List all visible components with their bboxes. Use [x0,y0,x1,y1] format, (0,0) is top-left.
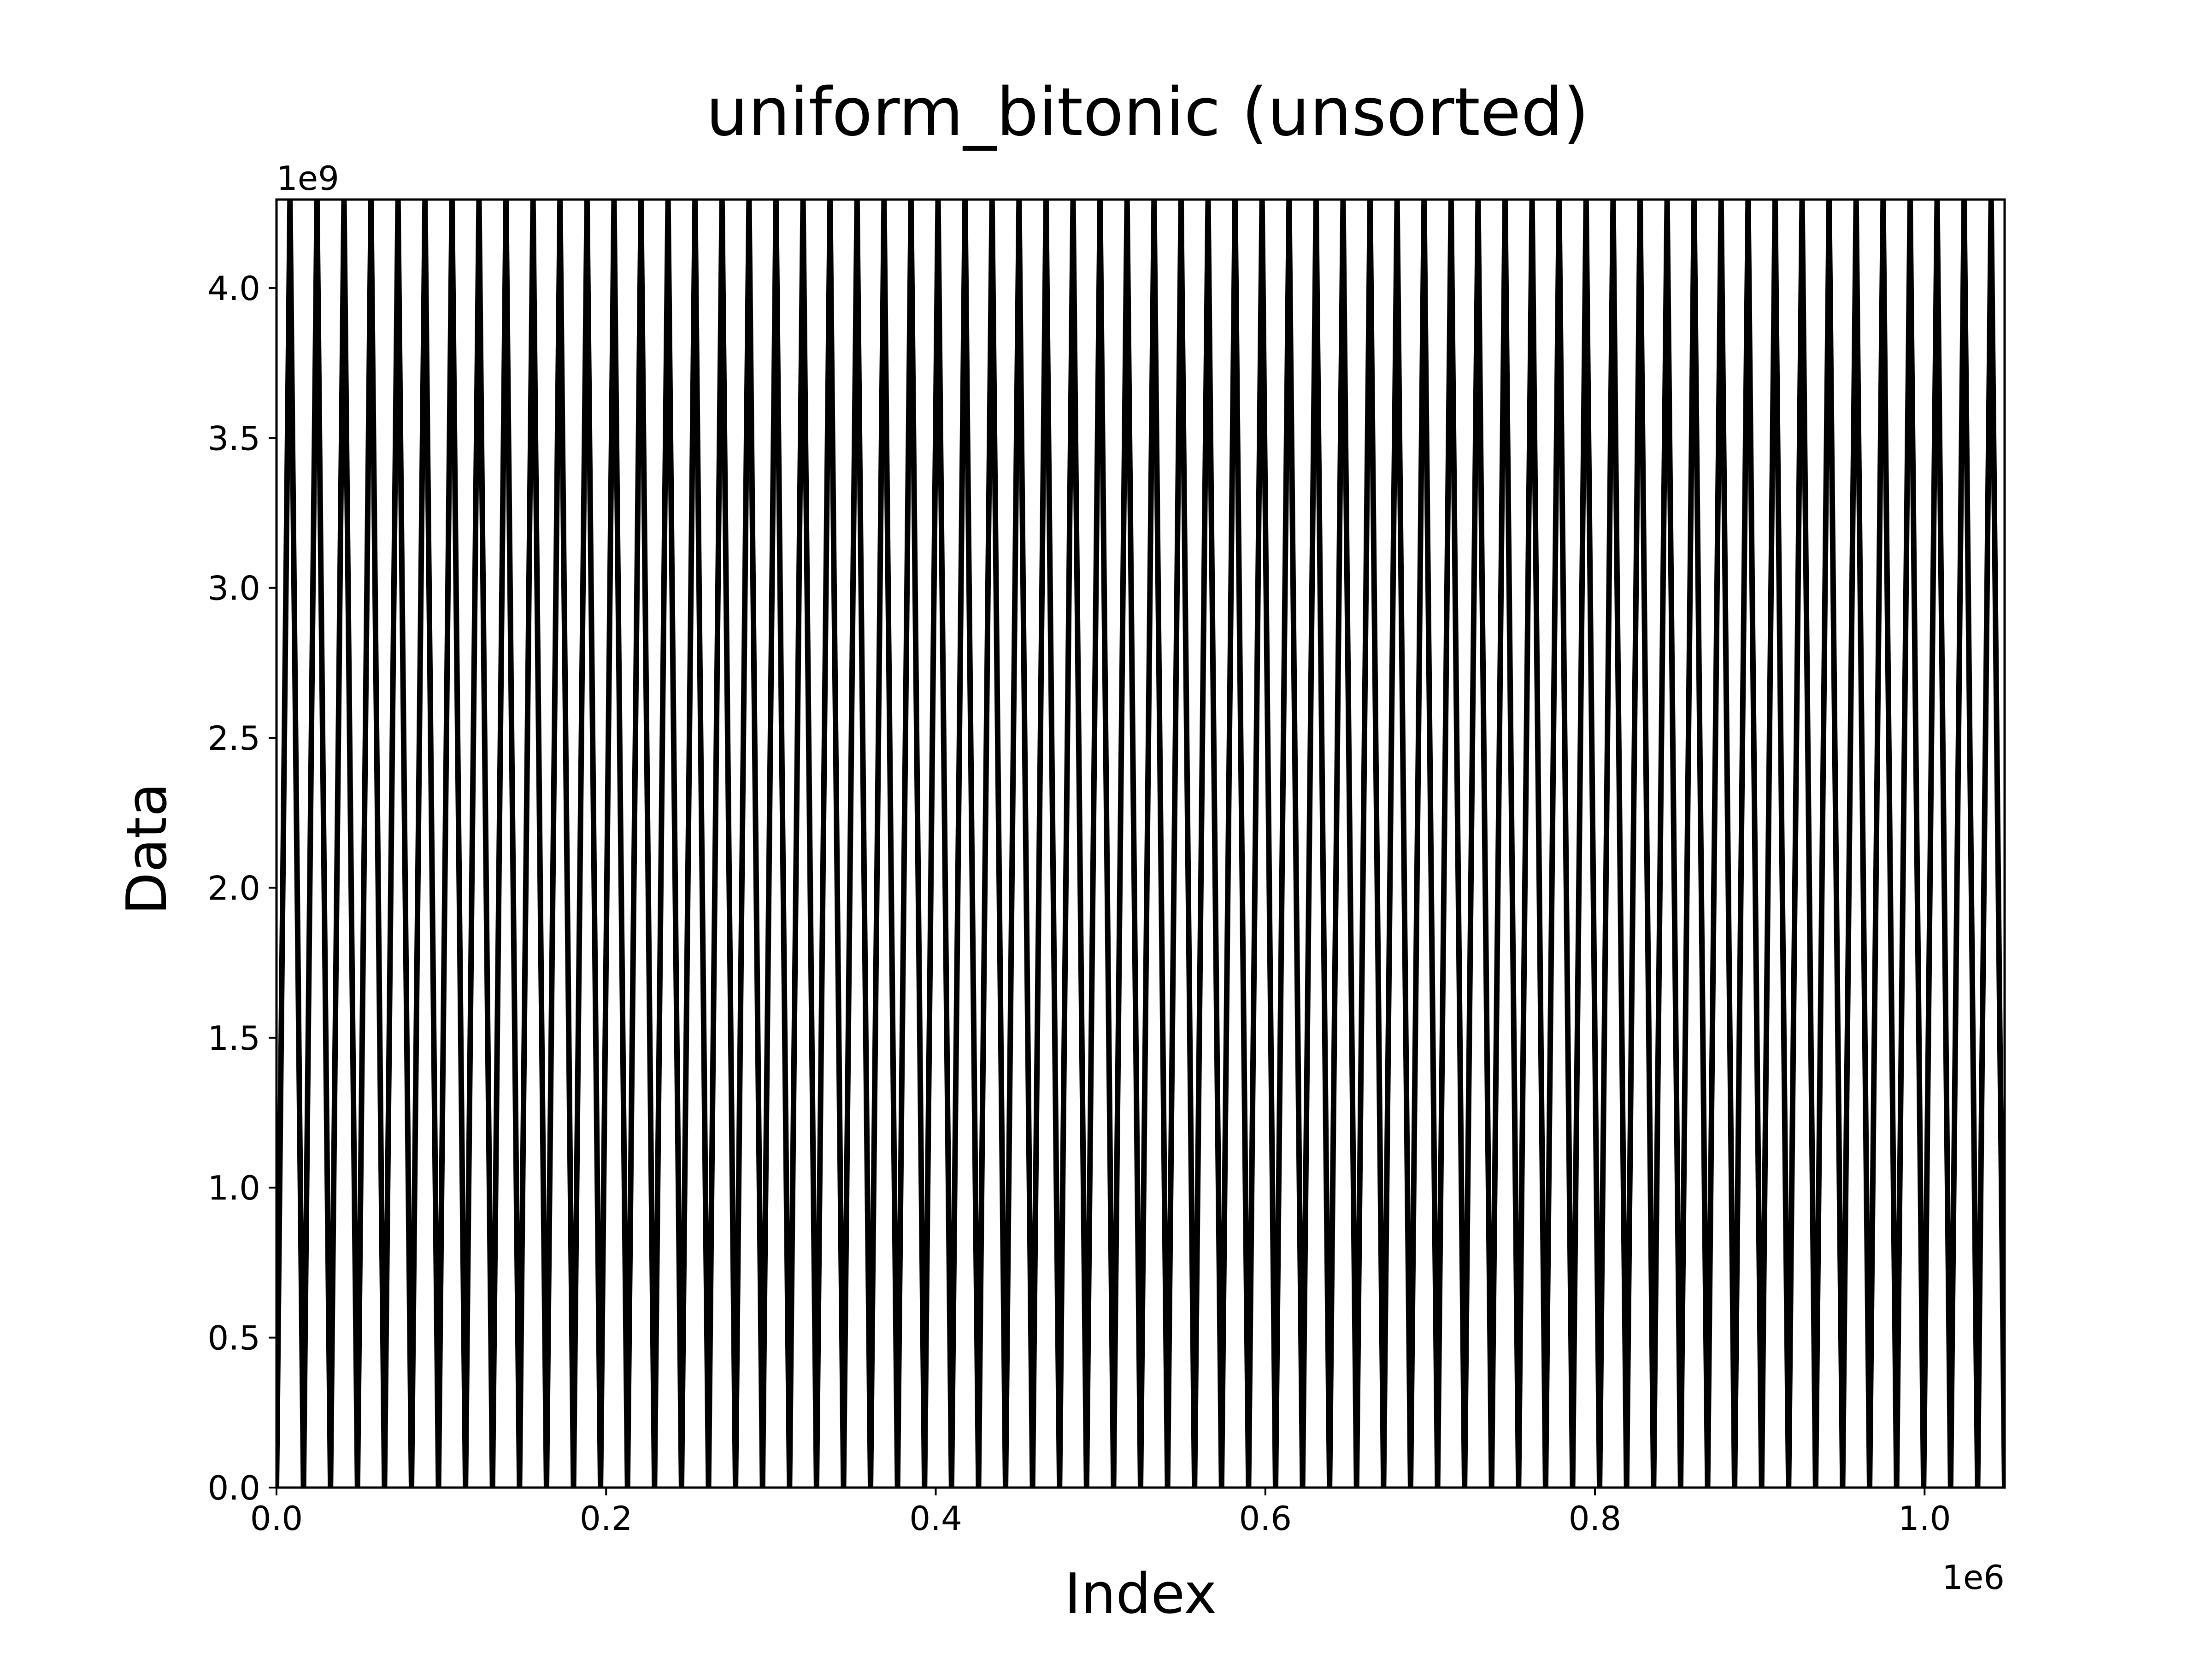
y-axis-ticks: 0.0 0.5 1.0 1.5 2.0 2.5 3.0 3.5 4.0 [207,269,276,1507]
y-axis-offset-label: 1e9 [276,159,339,198]
y-tick-label: 0.5 [207,1319,260,1358]
x-tick-label: 0.6 [1239,1499,1292,1538]
x-tick-label: 0.8 [1569,1499,1622,1538]
x-axis-label: Index [1065,1562,1217,1626]
plot-area-frame [275,198,2006,1489]
x-tick-label: 0.0 [250,1499,303,1538]
y-tick-label: 1.5 [207,1019,260,1058]
y-axis-label: Data [115,783,179,915]
x-tick-label: 0.2 [580,1499,633,1538]
y-tick-label: 2.0 [207,869,260,907]
x-tick-label: 0.4 [909,1499,962,1538]
y-tick-label: 3.5 [207,419,260,458]
y-tick-label: 4.0 [207,269,260,308]
y-tick-label: 0.0 [207,1469,260,1507]
x-tick-label: 1.0 [1898,1499,1951,1538]
y-tick-label: 3.0 [207,569,260,608]
y-tick-label: 2.5 [207,719,260,758]
x-axis-ticks: 0.0 0.2 0.4 0.6 0.8 1.0 [250,1488,1951,1538]
y-tick-label: 1.0 [207,1169,260,1207]
x-axis-offset-label: 1e6 [1942,1558,2005,1597]
series-line [276,200,2005,1488]
chart-title: uniform_bitonic (unsorted) [706,73,1589,151]
